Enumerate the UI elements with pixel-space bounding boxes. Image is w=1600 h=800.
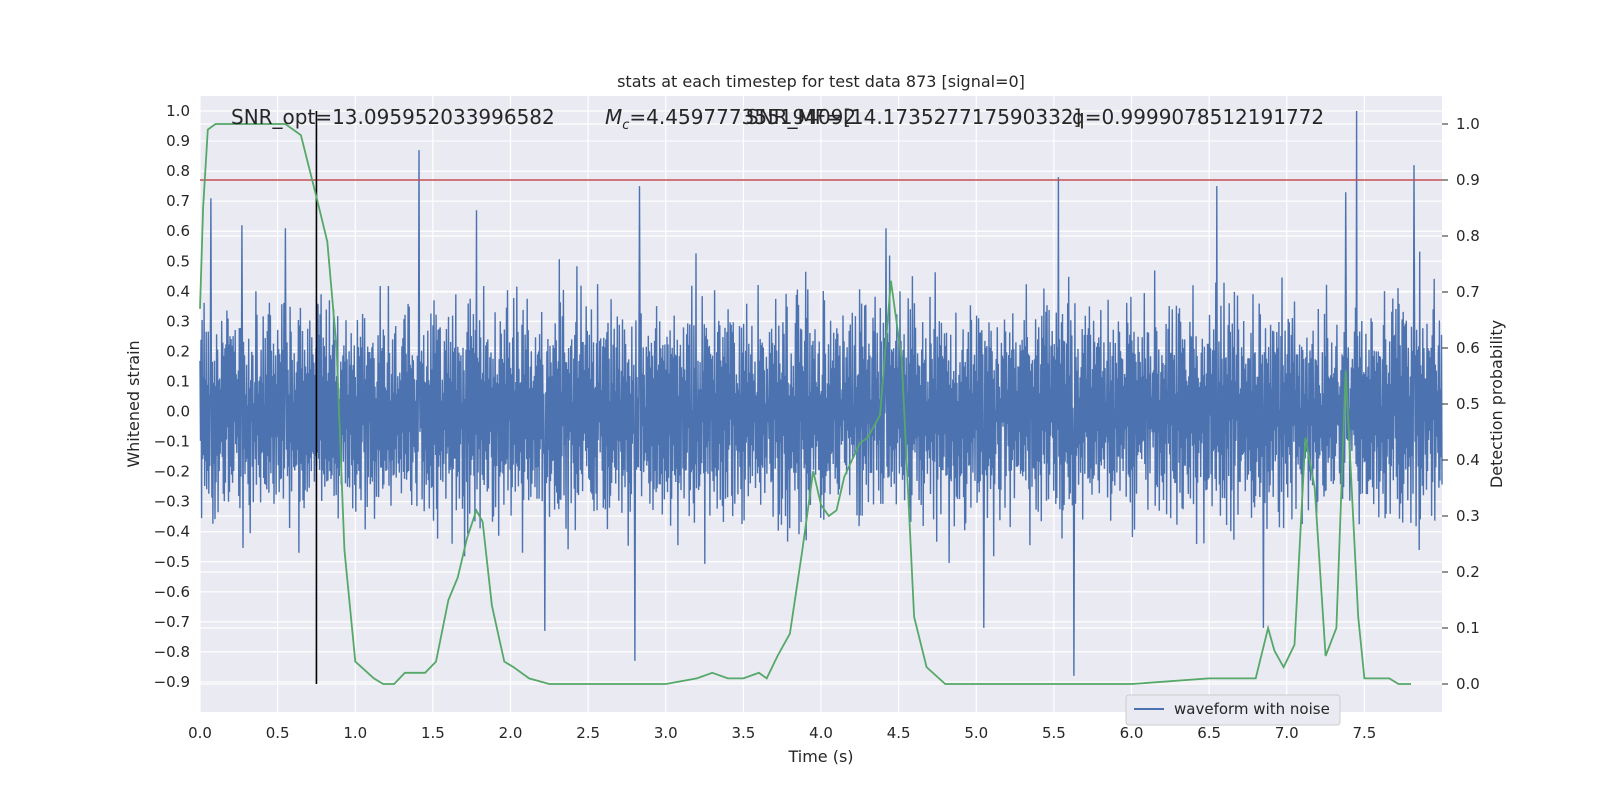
y-tick-label: 0.5	[166, 252, 190, 270]
y-ticks: 1.0 0.9 0.8 0.7 0.6 0.5 0.4 0.3 0.2 0.1 0.0 −0.1 −0.…	[154, 102, 190, 691]
x-tick-label: 2.0	[499, 724, 523, 742]
y-tick-label: −0.7	[154, 613, 190, 631]
x-tick-label: 3.5	[731, 724, 755, 742]
annotation-mc: Mc=4.459777355194092	[605, 105, 856, 133]
legend: waveform with noise	[1125, 694, 1341, 726]
y-tick-label: 0.2	[166, 342, 190, 360]
x-tick-label: 0.5	[266, 724, 290, 742]
x-tick-label: 7.5	[1352, 724, 1376, 742]
x-ticks: 0.0 0.5 1.0 1.5 2.0 2.5 3.0 3.5 4.0 4.5 5.0 5.5 6.0 6…	[188, 724, 1376, 742]
waveform-series	[199, 110, 1443, 676]
y-tick-label: −0.4	[154, 523, 190, 541]
y-tick-label: 0.0	[166, 403, 190, 421]
x-tick-label: 5.0	[964, 724, 988, 742]
annotation-mc-value: =4.459777355194092	[629, 105, 856, 129]
y2-tick-label: 0.5	[1456, 395, 1480, 413]
annotation-snr-opt: SNR_opt=13.095952033996582	[231, 105, 555, 129]
y2-tick-label: 0.6	[1456, 339, 1480, 357]
legend-box	[1125, 694, 1341, 726]
y2-tick-label: 0.3	[1456, 507, 1480, 525]
y2-ticks: 1.0 0.9 0.8 0.7 0.6 0.5 0.4 0.3 0.2 0.1 0.0	[1442, 115, 1480, 693]
x-tick-label: 6.0	[1120, 724, 1144, 742]
probability-series	[199, 123, 1411, 685]
y-tick-label: −0.1	[154, 433, 190, 451]
y-tick-label: −0.3	[154, 493, 190, 511]
probability-line	[199, 123, 1411, 685]
annotation-snr-mf: SNR_MF=[14.173527717590332]	[746, 105, 1081, 129]
x-tick-label: 7.0	[1275, 724, 1299, 742]
y-tick-label: 0.6	[166, 222, 190, 240]
x-tick-label: 2.5	[576, 724, 600, 742]
annotation-mc-subscript: c	[622, 118, 629, 133]
y2-tick-label: 0.0	[1456, 675, 1480, 693]
y2-tick-label: 0.8	[1456, 227, 1480, 245]
y2-tick-label: 0.7	[1456, 283, 1480, 301]
y-tick-label: 1.0	[166, 102, 190, 120]
y2-tick-label: 0.2	[1456, 563, 1480, 581]
y-tick-label: 0.1	[166, 372, 190, 390]
legend-label-waveform: waveform with noise	[1174, 700, 1330, 718]
x-axis-label: Time (s)	[787, 747, 853, 766]
annotation-q: q=0.9999078512191772	[1072, 105, 1324, 129]
x-tick-label: 3.0	[654, 724, 678, 742]
y2-tick-label: 0.4	[1456, 451, 1480, 469]
y-tick-label: 0.8	[166, 162, 190, 180]
y-tick-label: 0.9	[166, 132, 190, 150]
y-tick-label: −0.2	[154, 463, 190, 481]
y-tick-label: 0.4	[166, 282, 190, 300]
y-tick-label: −0.6	[154, 583, 190, 601]
annotation-mc-symbol: M	[605, 105, 622, 129]
y-tick-label: −0.8	[154, 643, 190, 661]
y2-tick-label: 1.0	[1456, 115, 1480, 133]
x-tick-label: 4.5	[887, 724, 911, 742]
x-tick-label: 6.5	[1197, 724, 1221, 742]
y2-tick-label: 0.1	[1456, 619, 1480, 637]
x-tick-label: 1.5	[421, 724, 445, 742]
y-axis-label: Whitened strain	[124, 340, 143, 467]
y-tick-label: 0.7	[166, 192, 190, 210]
x-tick-label: 4.0	[809, 724, 833, 742]
y-tick-label: −0.9	[154, 673, 190, 691]
waveform-line	[199, 110, 1443, 676]
y2-tick-label: 0.9	[1456, 171, 1480, 189]
y-tick-label: −0.5	[154, 553, 190, 571]
x-tick-label: 1.0	[343, 724, 367, 742]
x-tick-label: 0.0	[188, 724, 212, 742]
x-tick-label: 5.5	[1042, 724, 1066, 742]
y2-axis-label: Detection probability	[1487, 320, 1506, 488]
y-tick-label: 0.3	[166, 312, 190, 330]
chart-title: stats at each timestep for test data 873…	[617, 72, 1025, 91]
